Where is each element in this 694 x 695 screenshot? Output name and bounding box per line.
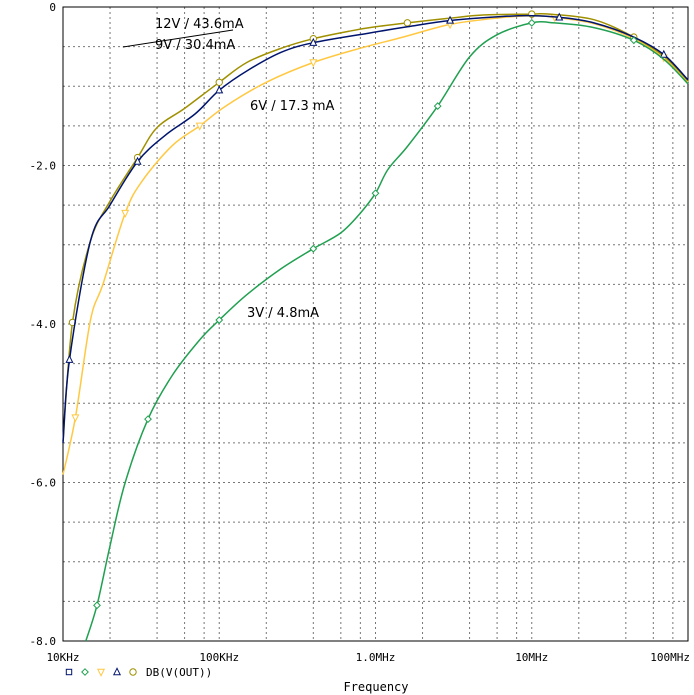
data-point-marker xyxy=(309,59,318,68)
data-point-marker xyxy=(133,156,142,165)
data-point-marker xyxy=(121,209,130,218)
data-point-marker xyxy=(309,37,318,46)
series-group xyxy=(62,10,689,642)
tick-labels: 10KHz 100KHz 1.0MHz 10MHz 100MHz 0 -2.0 -4.0 -6.… xyxy=(30,1,691,664)
y-tick-label: -4.0 xyxy=(30,318,57,331)
data-point-marker xyxy=(446,15,455,24)
data-point-marker xyxy=(65,354,74,363)
annotations: 12V / 43.6mA 9V / 30.4mA 6V / 17.3 mA 3V / … xyxy=(122,17,335,321)
series-line xyxy=(85,21,689,642)
x-axis-title: Frequency xyxy=(343,680,408,694)
annotation-label: 3V / 4.8mA xyxy=(247,306,319,321)
data-point-marker xyxy=(215,316,224,324)
data-point-marker xyxy=(309,244,318,253)
grid xyxy=(63,7,688,641)
y-tick-label: 0 xyxy=(49,1,56,14)
data-point-marker xyxy=(195,122,204,131)
data-point-marker xyxy=(215,78,223,86)
series-1 xyxy=(62,10,689,442)
data-point-marker xyxy=(96,668,106,677)
series-2 xyxy=(62,12,689,443)
x-tick-label: 10KHz xyxy=(46,651,79,664)
x-tick-label: 10MHz xyxy=(515,651,548,664)
data-point-marker xyxy=(71,414,80,423)
data-point-marker xyxy=(93,601,101,610)
data-point-marker xyxy=(403,19,412,27)
data-point-marker xyxy=(433,102,442,110)
y-tick-label: -8.0 xyxy=(30,635,57,648)
data-point-marker xyxy=(527,18,536,27)
data-point-marker xyxy=(129,668,137,676)
data-point-marker xyxy=(65,668,73,676)
data-point-marker xyxy=(555,12,564,21)
plot-frame xyxy=(62,6,689,642)
data-point-marker xyxy=(81,668,89,676)
annotation-label: 9V / 30.4mA xyxy=(155,38,235,53)
data-point-marker xyxy=(659,49,668,58)
data-point-marker xyxy=(371,189,380,198)
legend: DB(V(OUT)) xyxy=(65,666,212,679)
data-point-marker xyxy=(112,667,122,676)
x-tick-label: 1.0MHz xyxy=(356,651,396,664)
series-4 xyxy=(85,18,689,642)
annotation-pointer xyxy=(122,29,234,48)
series-line xyxy=(62,12,689,442)
series-line xyxy=(62,14,689,443)
legend-trace-label: DB(V(OUT)) xyxy=(146,666,212,679)
x-tick-label: 100MHz xyxy=(650,651,690,664)
data-point-marker xyxy=(215,85,224,94)
data-point-marker xyxy=(629,36,638,45)
y-tick-label: -6.0 xyxy=(30,477,57,490)
data-point-marker xyxy=(144,415,152,424)
annotation-label: 6V / 17.3 mA xyxy=(250,99,335,114)
annotation-label: 12V / 43.6mA xyxy=(155,17,244,32)
x-tick-label: 100KHz xyxy=(199,651,239,664)
y-tick-label: -2.0 xyxy=(30,160,57,173)
